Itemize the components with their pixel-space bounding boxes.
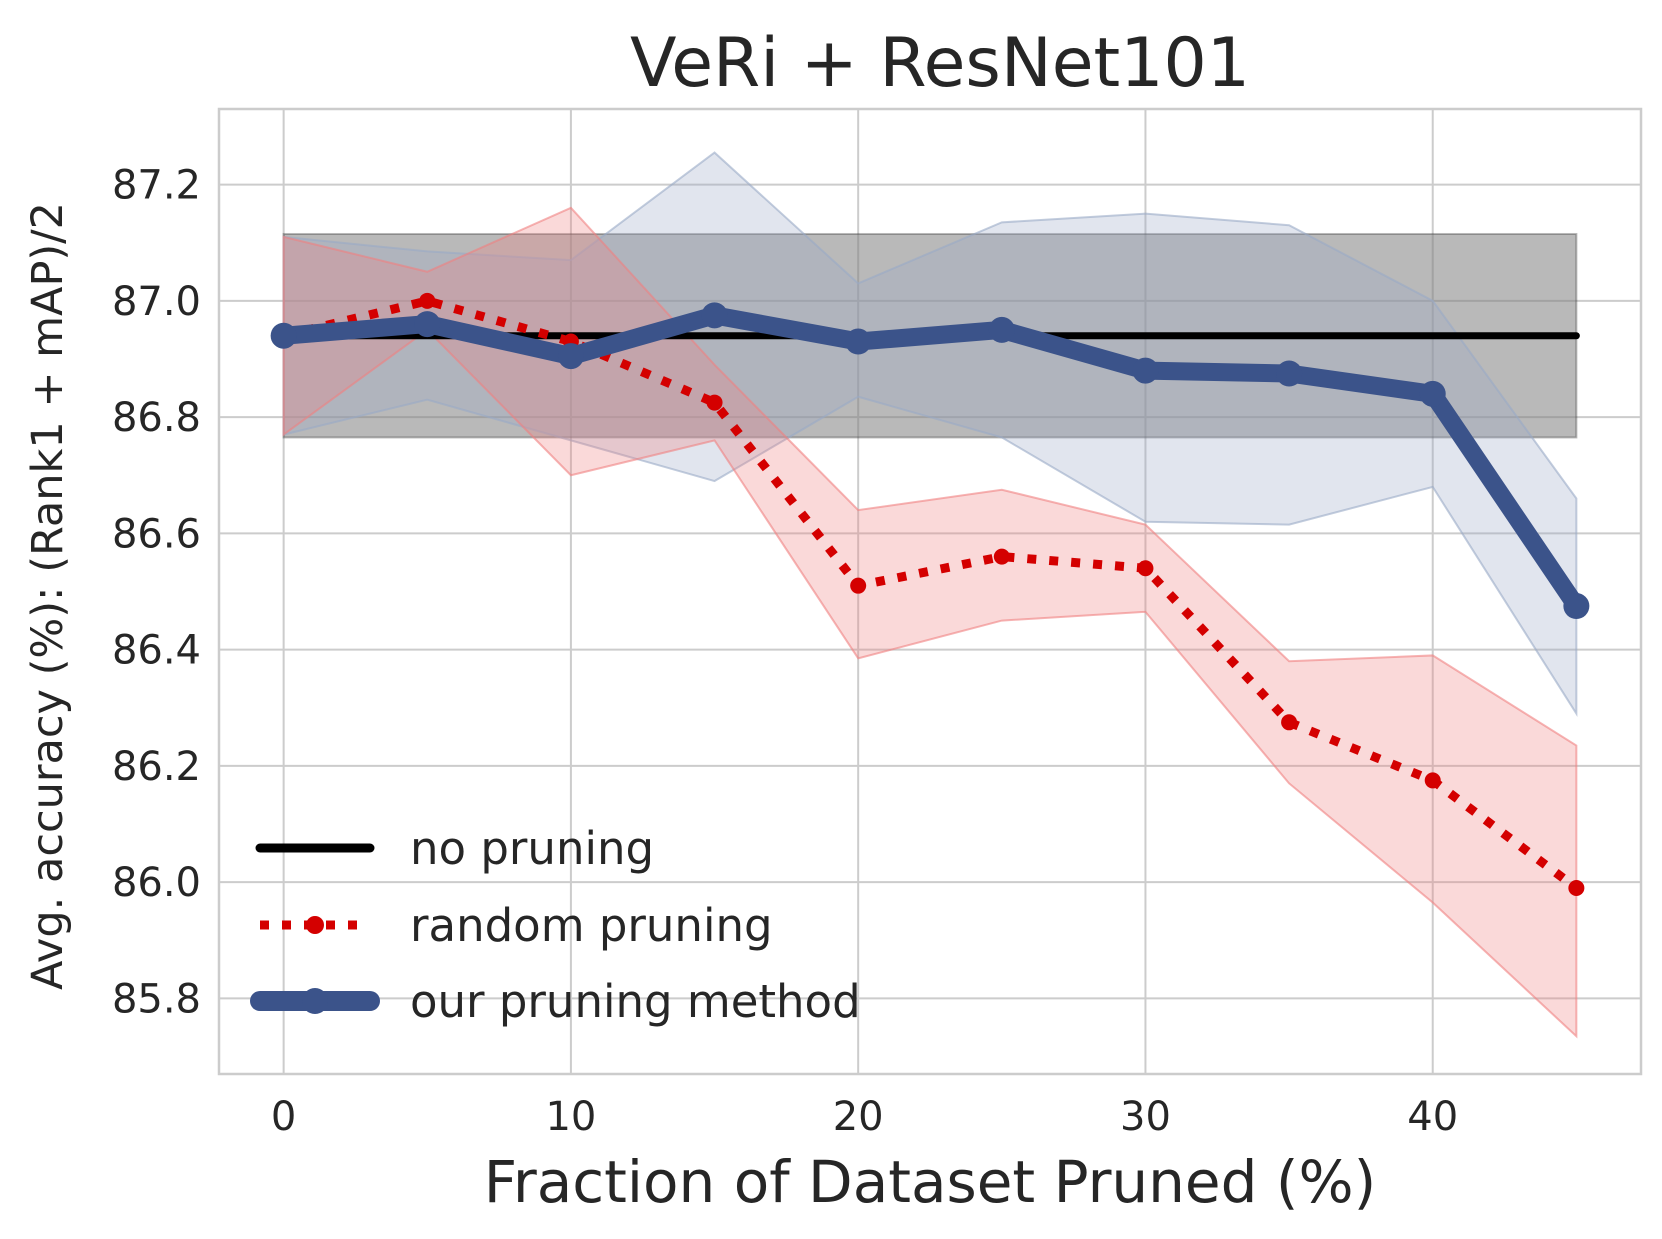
y-axis-ticks: 85.8 86.0 86.2 86.4 86.6 86.8 87.0 87.2 (112, 163, 201, 1023)
our-method-point (845, 328, 872, 355)
x-tick-label: 40 (1407, 1094, 1458, 1140)
y-tick-label: 87.0 (112, 279, 201, 325)
our-method-point (557, 343, 584, 370)
y-tick-label: 86.8 (112, 395, 201, 441)
our-method-point (701, 302, 728, 329)
x-axis-label: Fraction of Dataset Pruned (%) (484, 1148, 1377, 1216)
legend-marker-our-method (302, 988, 328, 1014)
random-pruning-line (282, 296, 1580, 892)
legend-marker-random-pruning (306, 916, 324, 934)
y-tick-label: 85.8 (112, 976, 201, 1022)
legend-label-random-pruning: random pruning (410, 899, 773, 952)
x-tick-label: 20 (833, 1094, 884, 1140)
random-pruning-point (993, 548, 1010, 565)
our-method-point (1563, 593, 1590, 620)
random-pruning-point (1568, 879, 1585, 896)
y-tick-label: 86.2 (112, 744, 201, 790)
our-method-band (282, 151, 1578, 718)
legend: no pruning random pruning our pruning me… (250, 822, 861, 1028)
y-tick-label: 86.0 (112, 860, 201, 906)
y-tick-label: 86.4 (112, 628, 201, 674)
our-method-line (274, 306, 1586, 616)
random-pruning-band (282, 206, 1578, 1039)
series-lines (270, 292, 1590, 896)
y-axis-label: Avg. accuracy (%): (Rank1 + mAP)/2 (23, 202, 73, 990)
our-method-point (1419, 380, 1446, 407)
random-pruning-point (419, 292, 436, 309)
legend-label-no-pruning: no pruning (410, 822, 654, 875)
our-method-point (414, 311, 441, 338)
x-tick-label: 10 (545, 1094, 596, 1140)
random-pruning-point (706, 394, 723, 411)
x-tick-label: 0 (271, 1094, 296, 1140)
y-tick-label: 87.2 (112, 163, 201, 209)
random-pruning-point (1137, 560, 1154, 577)
x-axis-ticks: 0 10 20 30 40 (271, 1094, 1458, 1140)
random-pruning-point (1424, 772, 1441, 789)
our-method-point (1132, 357, 1159, 384)
our-method-point (270, 322, 297, 349)
our-method-point (1276, 360, 1303, 387)
random-pruning-point (1281, 714, 1298, 731)
our-method-point (988, 316, 1015, 343)
x-tick-label: 30 (1120, 1094, 1171, 1140)
random-pruning-point (850, 577, 867, 594)
y-tick-label: 86.6 (112, 511, 201, 557)
legend-label-our-method: our pruning method (410, 975, 861, 1028)
chart-title: VeRi + ResNet101 (630, 24, 1250, 103)
